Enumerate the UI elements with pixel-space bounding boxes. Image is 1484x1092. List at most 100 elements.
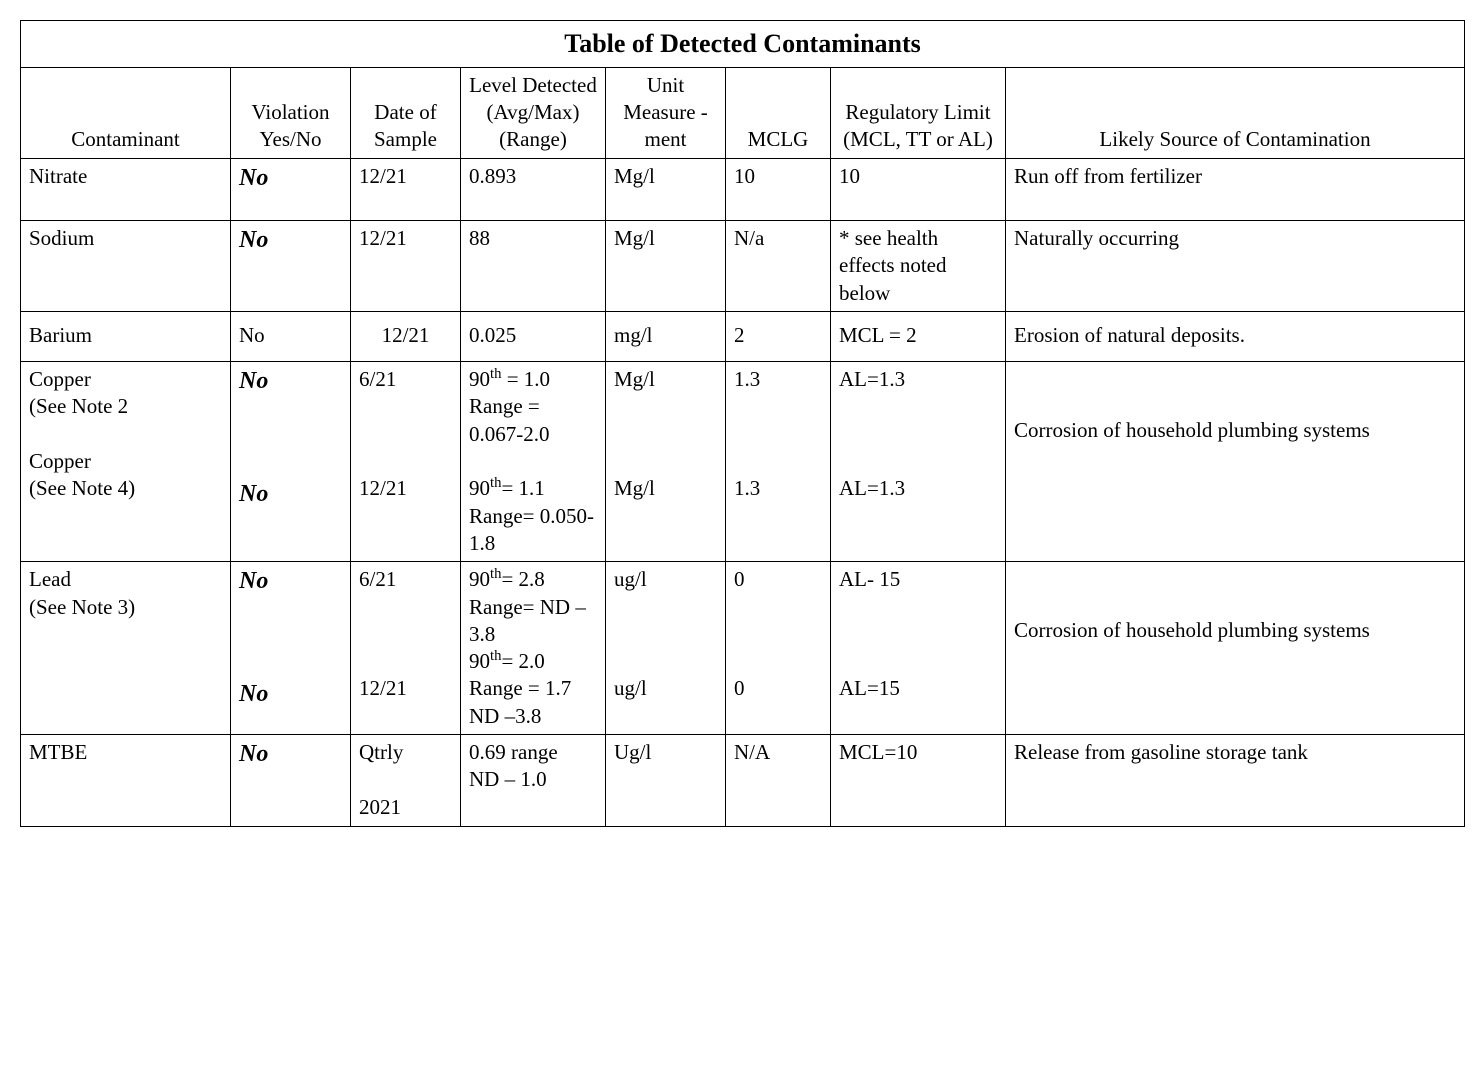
violation-value-2: No xyxy=(239,481,268,507)
cell-reg: 10 xyxy=(831,158,1006,220)
date-2: 12/21 xyxy=(359,476,407,500)
unit-2: Mg/l xyxy=(614,476,655,500)
violation-value: No xyxy=(239,165,268,191)
cell-contaminant: Barium xyxy=(21,311,231,361)
lvl2range1: Range = 1.7 xyxy=(469,675,597,702)
mclg-2: 1.3 xyxy=(734,476,760,500)
lead-line1: Lead xyxy=(29,567,71,591)
row-barium: Barium No 12/21 0.025 mg/l 2 MCL = 2 Ero… xyxy=(21,311,1465,361)
cell-contaminant: MTBE xyxy=(21,735,231,827)
cell-date: 12/21 xyxy=(351,220,461,311)
level-l1: 0.69 range xyxy=(469,740,558,764)
cell-contaminant: Sodium xyxy=(21,220,231,311)
hdr-violation: Violation Yes/No xyxy=(231,67,351,158)
cell-reg: AL- 15 AL=15 xyxy=(831,562,1006,735)
row-mtbe: MTBE No Qtrly 2021 0.69 range ND – 1.0 U… xyxy=(21,735,1465,827)
lvl2range: Range= 0.050-1.8 xyxy=(469,504,594,555)
cell-mclg: 10 xyxy=(726,158,831,220)
cell-date: Qtrly 2021 xyxy=(351,735,461,827)
lvl2a: 90 xyxy=(469,649,490,673)
lvl2sup: th xyxy=(490,475,501,491)
cell-violation: No xyxy=(231,220,351,311)
date-1: 6/21 xyxy=(359,367,396,391)
cell-level: 0.893 xyxy=(461,158,606,220)
cell-source: Erosion of natural deposits. xyxy=(1006,311,1465,361)
contaminants-table: Table of Detected Contaminants Contamina… xyxy=(20,20,1465,827)
cell-source: Corrosion of household plumbing systems xyxy=(1006,562,1465,735)
hdr-source: Likely Source of Contamination xyxy=(1006,67,1465,158)
source-text: Corrosion of household plumbing systems xyxy=(1014,618,1370,642)
cell-level: 90th= 2.8 Range= ND – 3.8 90th= 2.0 Rang… xyxy=(461,562,606,735)
violation-value-1: No xyxy=(239,568,268,594)
cell-mclg: 2 xyxy=(726,311,831,361)
cell-unit: mg/l xyxy=(606,311,726,361)
cell-date: 6/21 12/21 xyxy=(351,362,461,562)
date-2: 12/21 xyxy=(359,676,407,700)
cell-level: 88 xyxy=(461,220,606,311)
copper-line4: (See Note 4) xyxy=(29,476,135,500)
lvl1b: = 1.0 xyxy=(501,367,550,391)
row-sodium: Sodium No 12/21 88 Mg/l N/a * see health… xyxy=(21,220,1465,311)
date-l2: 2021 xyxy=(359,795,401,819)
violation-value-1: No xyxy=(239,368,268,394)
row-copper: Copper (See Note 2 Copper (See Note 4) N… xyxy=(21,362,1465,562)
mclg-2: 0 xyxy=(734,676,745,700)
source-text: Corrosion of household plumbing systems xyxy=(1014,418,1370,442)
cell-mclg: N/a xyxy=(726,220,831,311)
lvl1a: 90 xyxy=(469,367,490,391)
lvl2range2: ND –3.8 xyxy=(469,704,541,728)
lvl2b: = 1.1 xyxy=(501,476,544,500)
cell-contaminant: Copper (See Note 2 Copper (See Note 4) xyxy=(21,362,231,562)
hdr-date: Date of Sample xyxy=(351,67,461,158)
table-title: Table of Detected Contaminants xyxy=(21,21,1465,68)
reg-1: AL=1.3 xyxy=(839,367,905,391)
cell-unit: ug/l ug/l xyxy=(606,562,726,735)
violation-value: No xyxy=(239,227,268,253)
reg-2: AL=15 xyxy=(839,676,900,700)
lvl2b: = 2.0 xyxy=(501,649,544,673)
row-nitrate: Nitrate No 12/21 0.893 Mg/l 10 10 Run of… xyxy=(21,158,1465,220)
cell-date: 6/21 12/21 xyxy=(351,562,461,735)
cell-unit: Mg/l xyxy=(606,158,726,220)
date-l1: Qtrly xyxy=(359,740,403,764)
hdr-level: Level Detected (Avg/Max) (Range) xyxy=(461,67,606,158)
copper-line3: Copper xyxy=(29,449,91,473)
unit-1: Mg/l xyxy=(614,367,655,391)
lvl1sup: th xyxy=(490,566,501,582)
cell-contaminant: Nitrate xyxy=(21,158,231,220)
lvl1a: 90 xyxy=(469,567,490,591)
cell-contaminant: Lead (See Note 3) xyxy=(21,562,231,735)
unit-2: ug/l xyxy=(614,676,647,700)
cell-source: Run off from fertilizer xyxy=(1006,158,1465,220)
lvl1range: Range= ND – 3.8 xyxy=(469,595,586,646)
reg-2: AL=1.3 xyxy=(839,476,905,500)
header-row: Contaminant Violation Yes/No Date of Sam… xyxy=(21,67,1465,158)
cell-source: Naturally occurring xyxy=(1006,220,1465,311)
cell-violation: No No xyxy=(231,562,351,735)
cell-level: 0.025 xyxy=(461,311,606,361)
violation-value: No xyxy=(239,741,268,767)
cell-unit: Mg/l Mg/l xyxy=(606,362,726,562)
cell-date: 12/21 xyxy=(351,158,461,220)
copper-line2: (See Note 2 xyxy=(29,394,128,418)
lvl1range: Range = 0.067-2.0 xyxy=(469,394,550,445)
cell-violation: No No xyxy=(231,362,351,562)
unit-1: ug/l xyxy=(614,567,647,591)
cell-reg: MCL=10 xyxy=(831,735,1006,827)
cell-source: Release from gasoline storage tank xyxy=(1006,735,1465,827)
cell-unit: Mg/l xyxy=(606,220,726,311)
hdr-contaminant: Contaminant xyxy=(21,67,231,158)
cell-level: 90th = 1.0 Range = 0.067-2.0 90th= 1.1 R… xyxy=(461,362,606,562)
cell-violation: No xyxy=(231,311,351,361)
lvl1b: = 2.8 xyxy=(501,567,544,591)
lead-line2: (See Note 3) xyxy=(29,595,135,619)
reg-1: AL- 15 xyxy=(839,567,900,591)
cell-unit: Ug/l xyxy=(606,735,726,827)
mclg-1: 1.3 xyxy=(734,367,760,391)
lvl2sup: th xyxy=(490,648,501,664)
level-l2: ND – 1.0 xyxy=(469,767,547,791)
date-1: 6/21 xyxy=(359,567,396,591)
cell-source: Corrosion of household plumbing systems xyxy=(1006,362,1465,562)
copper-line1: Copper xyxy=(29,367,91,391)
title-row: Table of Detected Contaminants xyxy=(21,21,1465,68)
